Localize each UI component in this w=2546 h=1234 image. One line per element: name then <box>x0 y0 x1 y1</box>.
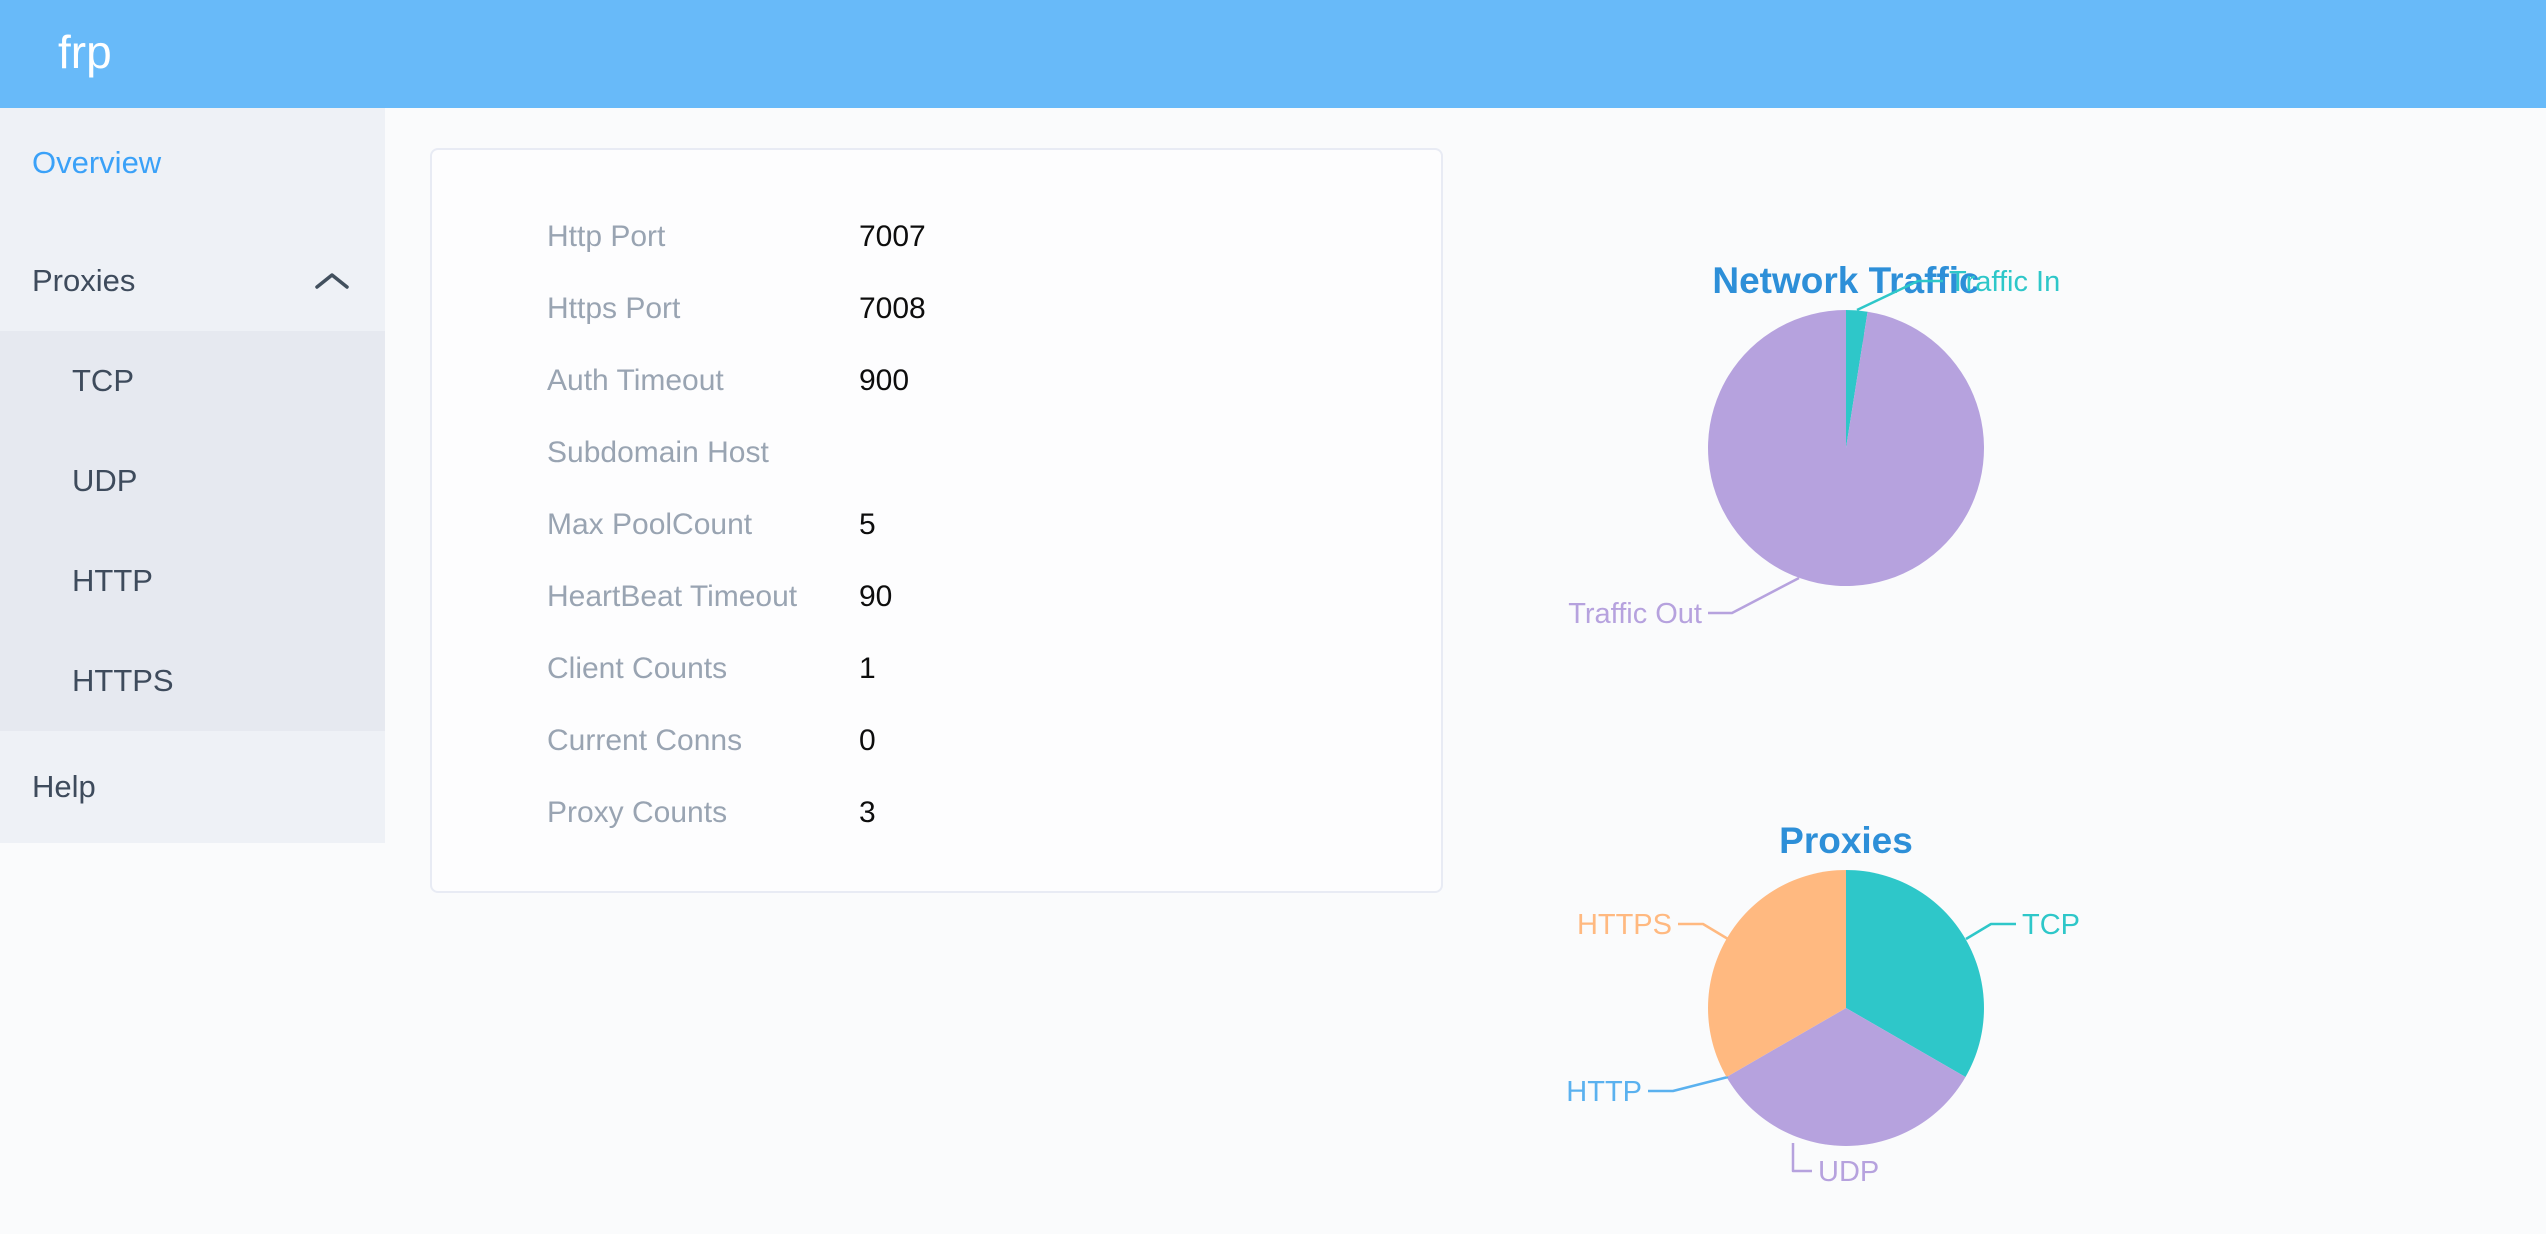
sidebar-item-label: Overview <box>32 145 162 180</box>
config-value: 7008 <box>859 292 926 325</box>
config-row-proxy-counts: Proxy Counts 3 <box>432 777 1441 849</box>
pie-slice-udp[interactable] <box>1726 1008 1966 1146</box>
sidebar-item-https[interactable]: HTTPS <box>0 631 385 731</box>
config-row-client-counts: Client Counts 1 <box>432 633 1441 705</box>
sidebar-item-overview[interactable]: Overview <box>0 113 385 213</box>
pie-label-line-udp <box>1791 1143 1812 1173</box>
config-row-subdomain-host: Subdomain Host <box>432 417 1441 489</box>
config-value: 3 <box>859 796 876 829</box>
pie-label-tcp: TCP <box>2022 909 2080 941</box>
pie-label-line-traffic-in <box>1856 279 1943 312</box>
pie-label-line-https <box>1678 922 1729 941</box>
sidebar-item-help[interactable]: Help <box>0 731 385 843</box>
config-row-https-port: Https Port 7008 <box>432 273 1441 345</box>
config-row-http-port: Http Port 7007 <box>432 201 1441 273</box>
config-row-heartbeat-timeout: HeartBeat Timeout 90 <box>432 561 1441 633</box>
app-logo: frp <box>58 26 112 78</box>
config-row-auth-timeout: Auth Timeout 900 <box>432 345 1441 417</box>
pie-slice-traffic-out[interactable] <box>1708 310 1985 586</box>
sidebar-item-proxies[interactable]: Proxies <box>0 231 385 331</box>
sidebar-item-tcp[interactable]: TCP <box>0 331 385 431</box>
pie-label-line-traffic-out <box>1708 576 1800 615</box>
pie-label-line-http <box>1648 1075 1729 1093</box>
pie-label-line-tcp <box>1965 922 2016 941</box>
sidebar-item-label: Proxies <box>32 263 136 298</box>
config-value: 900 <box>859 364 910 397</box>
pie-label-traffic-out: Traffic Out <box>1568 598 1702 630</box>
chart-title-proxies: Proxies <box>1779 820 1913 861</box>
config-label: Https Port <box>547 292 681 325</box>
config-label: Max PoolCount <box>547 508 753 541</box>
pie-slice-traffic-in[interactable] <box>1846 310 1868 448</box>
config-value: 7007 <box>859 220 926 253</box>
sidebar-item-label: UDP <box>72 463 138 498</box>
sidebar-item-label: Help <box>32 769 96 804</box>
charts-panel: Network Traffic today Proxies now Traffi… <box>1443 108 2249 1234</box>
pie-label-http: HTTP <box>1566 1076 1642 1108</box>
pie-label-udp: UDP <box>1818 1156 1879 1188</box>
config-row-current-conns: Current Conns 0 <box>432 705 1441 777</box>
sidebar: Overview Proxies TCP UDP HTTP HTTPS Help <box>0 108 385 843</box>
config-label: Subdomain Host <box>547 436 769 469</box>
config-value: 0 <box>859 724 876 757</box>
config-value: 90 <box>859 580 893 613</box>
config-label: Auth Timeout <box>547 364 724 397</box>
pie-slice-https[interactable] <box>1708 870 1846 1077</box>
config-value: 5 <box>859 508 876 541</box>
app-header: frp <box>0 0 2546 108</box>
config-value: 1 <box>859 652 876 685</box>
chevron-up-icon <box>315 273 349 289</box>
sidebar-item-http[interactable]: HTTP <box>0 531 385 631</box>
pie-slice-tcp[interactable] <box>1846 870 1984 1077</box>
pie-charts-canvas: Traffic In Traffic Out TCP UDP HTTP HTTPS <box>1566 266 2080 1188</box>
pie-label-traffic-in: Traffic In <box>1949 266 2060 298</box>
config-label: Current Conns <box>547 724 743 757</box>
config-label: Http Port <box>547 220 666 253</box>
config-row-max-poolcount: Max PoolCount 5 <box>432 489 1441 561</box>
sidebar-submenu-proxies: TCP UDP HTTP HTTPS <box>0 331 385 731</box>
config-label: Proxy Counts <box>547 796 728 829</box>
sidebar-item-label: TCP <box>72 363 134 398</box>
config-label: Client Counts <box>547 652 728 685</box>
config-label: HeartBeat Timeout <box>547 580 798 613</box>
sidebar-item-label: HTTPS <box>72 663 174 698</box>
sidebar-item-label: HTTP <box>72 563 153 598</box>
sidebar-item-udp[interactable]: UDP <box>0 431 385 531</box>
pie-label-https: HTTPS <box>1577 909 1672 941</box>
server-config-card: Http Port 7007 Https Port 7008 Auth Timeout 9… <box>430 148 1443 893</box>
